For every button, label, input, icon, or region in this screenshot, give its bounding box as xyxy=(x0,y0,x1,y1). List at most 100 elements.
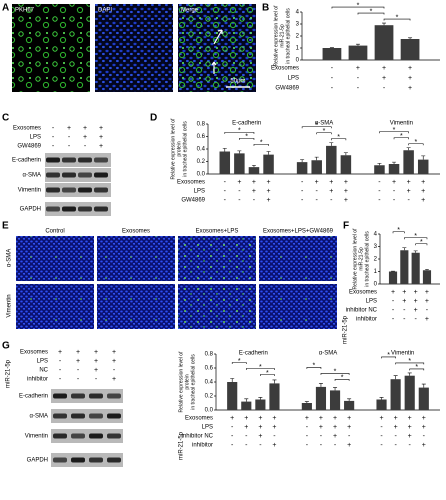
blot-strip xyxy=(51,429,123,443)
condition-name: inhibitor NC xyxy=(182,434,214,440)
error-bar xyxy=(377,163,382,166)
condition-mark: - xyxy=(68,134,71,141)
bar xyxy=(322,48,342,60)
significance-bracket xyxy=(408,143,424,146)
blot-band xyxy=(107,457,121,463)
y-tick-label: 0.4 xyxy=(197,147,206,153)
bar xyxy=(255,399,266,410)
bar xyxy=(388,271,398,284)
condition-mark: - xyxy=(378,179,381,186)
condition-mark: - xyxy=(59,358,62,365)
condition-mark: + xyxy=(422,415,426,422)
condition-mark: + xyxy=(94,367,98,374)
error-bar xyxy=(355,43,360,46)
bar xyxy=(234,153,245,174)
condition-mark: - xyxy=(407,197,410,204)
condition-name: GW4869 xyxy=(17,144,41,150)
significance-bracket xyxy=(395,362,425,365)
group-label: α-SMA xyxy=(319,351,337,357)
y-tick-label: 4 xyxy=(374,232,378,238)
blot-band xyxy=(107,413,121,419)
bar xyxy=(227,382,238,410)
bar xyxy=(219,151,231,174)
y-tick-label: 0.8 xyxy=(197,122,206,128)
significance-label: * xyxy=(393,127,396,134)
error-bar xyxy=(424,268,429,271)
significance-label: * xyxy=(357,2,360,9)
condition-mark: - xyxy=(409,442,412,449)
significance-label: * xyxy=(341,375,344,382)
bar xyxy=(390,379,401,410)
significance-label: * xyxy=(238,358,241,365)
bar xyxy=(269,383,280,410)
significance-label: * xyxy=(260,140,263,147)
condition-mark: + xyxy=(58,349,62,356)
blot-band xyxy=(53,413,67,419)
significance-label: * xyxy=(387,352,390,359)
condition-mark: + xyxy=(407,188,411,195)
error-bar xyxy=(406,147,411,151)
condition-mark: - xyxy=(316,197,319,204)
y-tick-label: 0.8 xyxy=(205,352,214,358)
condition-mark: + xyxy=(344,197,348,204)
error-bar xyxy=(222,148,227,152)
significance-label: * xyxy=(420,239,423,246)
condition-mark: + xyxy=(356,65,360,72)
micrograph-signal xyxy=(16,284,94,329)
group-label: Vimentin xyxy=(391,351,414,357)
micrograph-signal xyxy=(97,284,175,329)
condition-mark: - xyxy=(259,442,262,449)
error-bar xyxy=(392,161,397,164)
condition-mark: + xyxy=(382,75,386,82)
condition-mark: - xyxy=(392,298,395,305)
significance-bracket xyxy=(381,356,396,359)
arrow xyxy=(211,29,223,74)
condition-mark: - xyxy=(426,307,429,314)
condition-mark: - xyxy=(113,367,116,374)
error-bar xyxy=(230,378,235,382)
significance-bracket xyxy=(316,132,332,135)
condition-mark: + xyxy=(99,134,103,141)
image-label: Merge xyxy=(181,8,199,14)
column-label: Exosomes+LPS xyxy=(196,229,239,235)
condition-mark: - xyxy=(238,197,241,204)
condition-mark: + xyxy=(392,179,396,186)
significance-label: * xyxy=(313,363,316,370)
condition-mark: - xyxy=(331,85,334,92)
condition-mark: - xyxy=(403,316,406,323)
condition-mark: + xyxy=(344,188,348,195)
condition-mark: - xyxy=(52,134,55,141)
condition-mark: + xyxy=(347,442,351,449)
condition-mark: + xyxy=(414,298,418,305)
condition-mark: - xyxy=(224,197,227,204)
bar xyxy=(400,250,409,284)
significance-bracket xyxy=(224,132,255,134)
micrograph-signal xyxy=(16,236,94,281)
condition-mark: - xyxy=(331,65,334,72)
condition-name: LPS xyxy=(194,189,205,195)
y-axis-label: miR-21-5p xyxy=(358,247,364,271)
condition-mark: + xyxy=(421,188,425,195)
error-bar xyxy=(272,379,277,384)
significance-bracket xyxy=(245,368,275,370)
condition-mark: + xyxy=(333,433,337,440)
bar xyxy=(417,159,429,174)
group-label: E-cadherin xyxy=(232,121,261,127)
significance-bracket xyxy=(231,362,247,364)
bar xyxy=(418,387,429,410)
error-bar xyxy=(343,152,348,156)
condition-mark: - xyxy=(301,197,304,204)
blot-strip xyxy=(51,453,123,467)
micrograph xyxy=(95,4,173,92)
band-label: GAPDH xyxy=(20,207,41,213)
condition-mark: + xyxy=(344,179,348,186)
condition-mark: + xyxy=(408,75,412,82)
error-bar xyxy=(329,142,334,146)
band-label: α-SMA xyxy=(23,173,41,179)
condition-name: LPS xyxy=(30,135,41,141)
condition-name: Exosomes xyxy=(349,290,377,296)
condition-mark: + xyxy=(267,197,271,204)
bar xyxy=(311,160,322,174)
condition-name: GW4869 xyxy=(275,86,299,92)
blot-band xyxy=(62,172,76,178)
